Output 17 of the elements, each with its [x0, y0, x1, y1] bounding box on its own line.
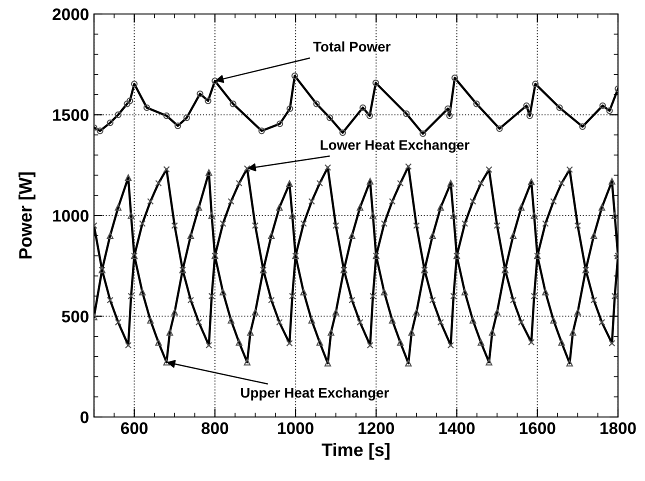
annotation: Total Power — [313, 41, 391, 52]
x-axis-title: Time [s] — [322, 442, 390, 460]
annotation: Upper Heat Exchanger — [241, 388, 389, 401]
x-tick-label: 1600 — [520, 422, 556, 434]
x-tick-label: 1800 — [600, 422, 636, 434]
x-tick-label: 800 — [202, 422, 228, 434]
y-axis-title: Power [W] — [18, 172, 36, 258]
annotation: Lower Heat Exchanger — [320, 140, 470, 153]
y-tick-label: 500 — [62, 310, 88, 322]
x-tick-label: 1400 — [439, 422, 475, 434]
x-tick-label: 1200 — [358, 422, 394, 434]
x-tick-label: 1000 — [278, 422, 314, 434]
y-tick-label: 0 — [80, 411, 88, 424]
y-tick-label: 1500 — [53, 109, 88, 121]
x-tick-label: 600 — [121, 422, 148, 434]
y-tick-label: 2000 — [52, 8, 88, 20]
y-tick-label: 1000 — [53, 210, 88, 222]
